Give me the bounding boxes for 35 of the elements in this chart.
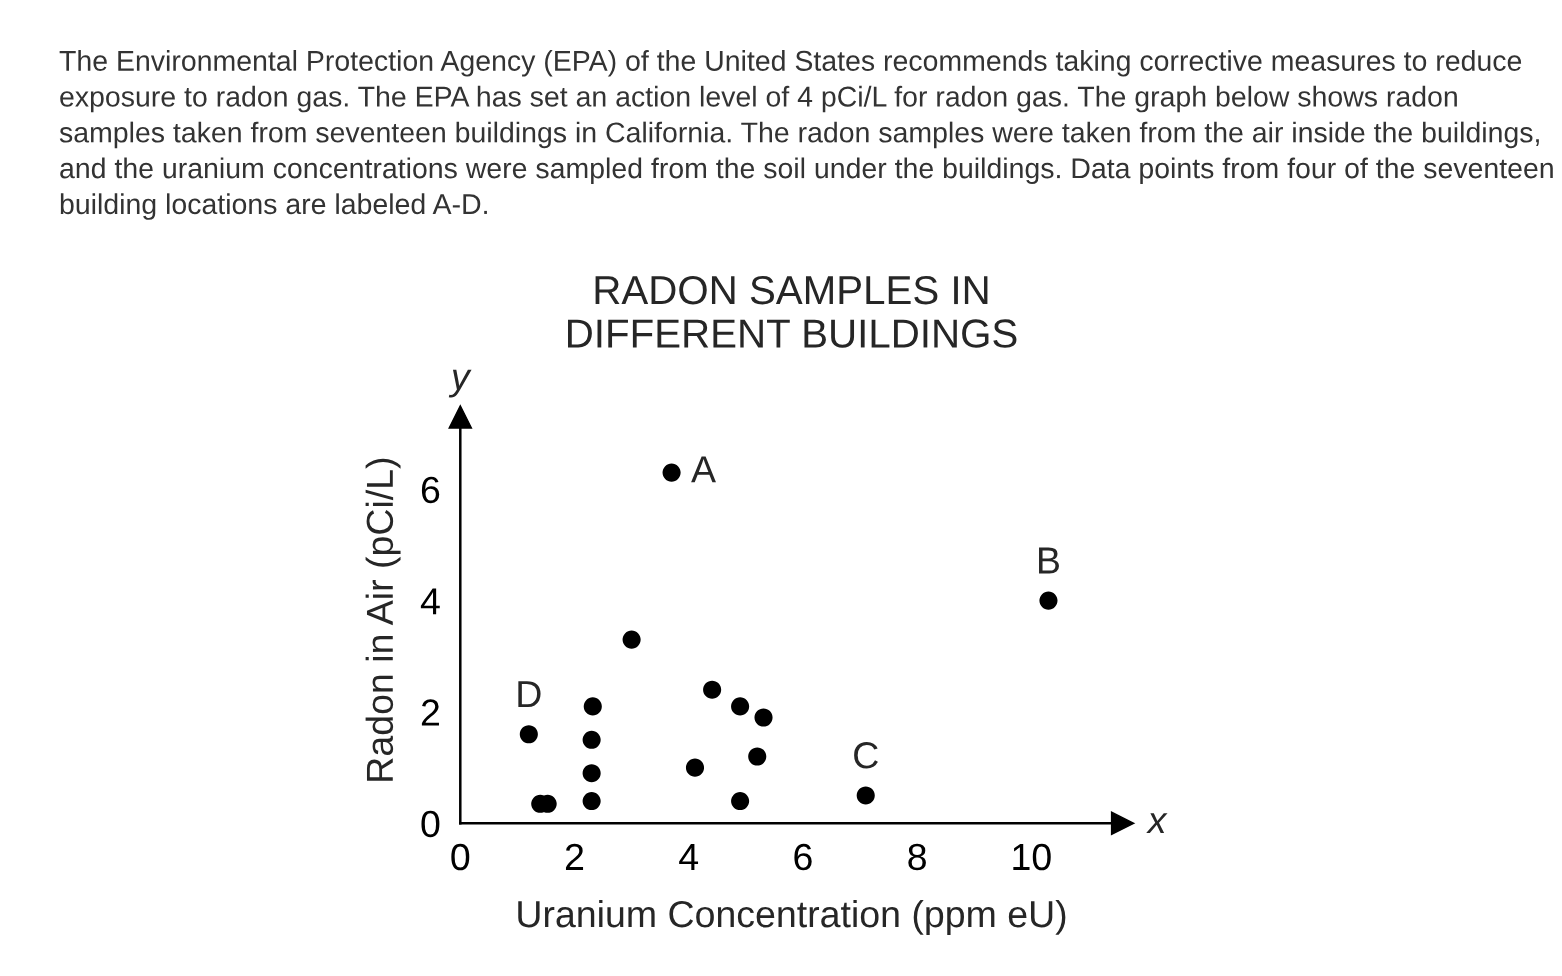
point [754,708,773,727]
point [731,791,750,811]
point [685,758,705,777]
point [583,697,602,716]
y-axis-title: Radon in Air (pCi/L) [365,458,401,781]
text: x [1146,813,1168,833]
annotation: A [691,456,716,483]
x-tick-label: 6 [794,843,812,871]
point [622,630,641,649]
point [1039,591,1058,610]
y-tick-label: 2 [421,699,439,726]
x-tick-label: 4 [679,844,699,870]
x-tick-label: 0 [451,843,470,871]
point [582,730,601,749]
point [731,697,750,716]
text: y [448,369,472,398]
y-tick-label: 0 [421,810,440,838]
y-tick-label: 4 [420,588,440,615]
x-axis-title: Uranium Concentration (ppm eU) [518,899,1066,935]
annotation: B [1039,547,1059,574]
chart-title: RADON SAMPLES IN DIFFERENT BUILDINGS [568,275,1017,348]
x-tick-label: 8 [908,843,926,871]
annotation: D [518,681,541,707]
x-tick-label: 10 [1013,843,1051,871]
point [662,463,681,482]
point [519,725,538,744]
text: The Environmental Protection Agency (EPA) of the United States recommends taking corrective measures to reduce exposure to radon gas. The EPA has set an action level of 4 pCi/L for radon gas. The graph below shows radon samples taken from seventeen buildings in California. The radon samples were taken from the air inside the buildings, and the uranium concentrations were sampled from the soil under the buildings. Data points from four of the seventeen building locations are labeled A-D. [59,50,1553,220]
point [582,764,601,783]
point [748,747,767,766]
annotation: C [854,742,878,769]
y-tick-label: 6 [421,476,440,504]
point [703,680,722,699]
point [856,786,875,805]
point [582,791,601,811]
x-tick-label: 2 [565,843,584,870]
